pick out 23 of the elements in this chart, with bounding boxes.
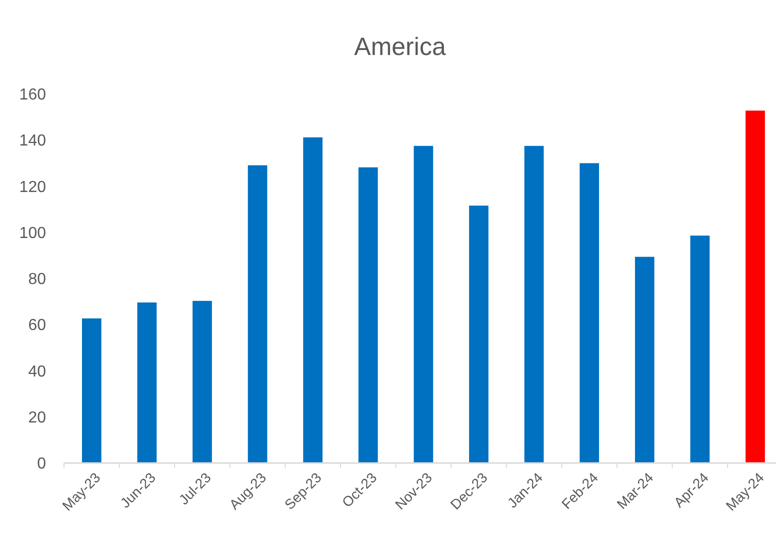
- y-tick-label: 80: [28, 271, 46, 288]
- y-tick-label: 0: [37, 456, 46, 473]
- bar: [524, 146, 544, 463]
- bar: [82, 318, 102, 463]
- y-tick-label: 140: [19, 132, 46, 150]
- bar: [746, 110, 765, 463]
- bar: [358, 167, 378, 463]
- y-tick-label: 60: [28, 317, 46, 334]
- y-tick-label: 160: [19, 86, 46, 104]
- y-tick-label: 40: [28, 363, 46, 380]
- bar: [580, 163, 600, 463]
- bar: [469, 206, 488, 463]
- y-tick-label: 100: [19, 224, 46, 242]
- y-tick-label: 20: [28, 409, 46, 426]
- chart-title: America: [354, 33, 446, 61]
- bar: [690, 236, 710, 463]
- bar: [634, 256, 654, 463]
- bar: [303, 137, 323, 463]
- bar: [192, 300, 212, 463]
- bar: [414, 146, 434, 463]
- bar: [137, 302, 157, 463]
- bar: [248, 165, 268, 463]
- y-tick-label: 120: [19, 178, 46, 196]
